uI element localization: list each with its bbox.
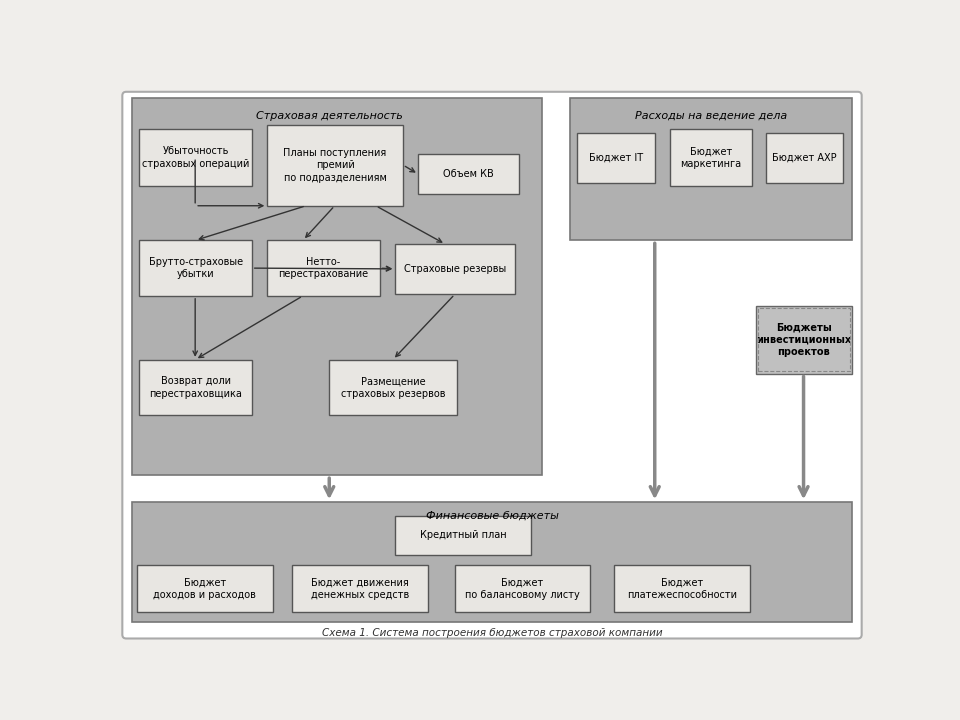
Text: Финансовые бюджеты: Финансовые бюджеты <box>425 511 559 521</box>
FancyBboxPatch shape <box>292 565 427 611</box>
FancyBboxPatch shape <box>132 98 542 475</box>
FancyBboxPatch shape <box>396 244 516 294</box>
Text: Кредитный план: Кредитный план <box>420 531 506 540</box>
FancyBboxPatch shape <box>756 306 852 374</box>
Text: Бюджет
платежеспособности: Бюджет платежеспособности <box>627 577 737 600</box>
Text: Нетто-
перестрахование: Нетто- перестрахование <box>278 257 369 279</box>
FancyBboxPatch shape <box>139 360 252 415</box>
FancyBboxPatch shape <box>122 91 862 639</box>
Text: Бюджет движения
денежных средств: Бюджет движения денежных средств <box>311 577 409 600</box>
Text: Бюджет АХР: Бюджет АХР <box>772 153 836 163</box>
Text: Бюджет
доходов и расходов: Бюджет доходов и расходов <box>154 577 256 600</box>
FancyBboxPatch shape <box>765 132 843 183</box>
Text: Бюджет
маркетинга: Бюджет маркетинга <box>681 146 741 168</box>
FancyBboxPatch shape <box>670 129 752 186</box>
Text: Планы поступления
премий
по подразделениям: Планы поступления премий по подразделени… <box>283 148 387 183</box>
FancyBboxPatch shape <box>577 132 655 183</box>
FancyBboxPatch shape <box>419 154 519 194</box>
Text: Бюджеты
инвестиционных
проектов: Бюджеты инвестиционных проектов <box>756 323 852 357</box>
FancyBboxPatch shape <box>455 565 590 611</box>
FancyBboxPatch shape <box>329 360 457 415</box>
Text: Объем КВ: Объем КВ <box>444 169 494 179</box>
Text: Бюджет IT: Бюджет IT <box>588 153 643 163</box>
FancyBboxPatch shape <box>132 503 852 621</box>
FancyBboxPatch shape <box>137 565 273 611</box>
FancyBboxPatch shape <box>569 98 852 240</box>
Text: Бюджет
по балансовому листу: Бюджет по балансовому листу <box>466 577 580 600</box>
Text: Убыточность
страховых операций: Убыточность страховых операций <box>142 146 250 168</box>
Text: Схема 1. Система построения бюджетов страховой компании: Схема 1. Система построения бюджетов стр… <box>322 628 662 638</box>
Text: Расходы на ведение дела: Расходы на ведение дела <box>636 111 787 121</box>
FancyBboxPatch shape <box>614 565 750 611</box>
FancyBboxPatch shape <box>396 516 531 554</box>
Text: Страховая деятельность: Страховая деятельность <box>256 111 402 121</box>
FancyBboxPatch shape <box>267 125 403 206</box>
Text: Возврат доли
перестраховщика: Возврат доли перестраховщика <box>149 377 242 399</box>
FancyBboxPatch shape <box>139 129 252 186</box>
Text: Страховые резервы: Страховые резервы <box>404 264 506 274</box>
Text: Размещение
страховых резервов: Размещение страховых резервов <box>341 377 445 399</box>
Text: Брутто-страховые
убытки: Брутто-страховые убытки <box>149 257 243 279</box>
FancyBboxPatch shape <box>267 240 379 296</box>
FancyBboxPatch shape <box>139 240 252 296</box>
